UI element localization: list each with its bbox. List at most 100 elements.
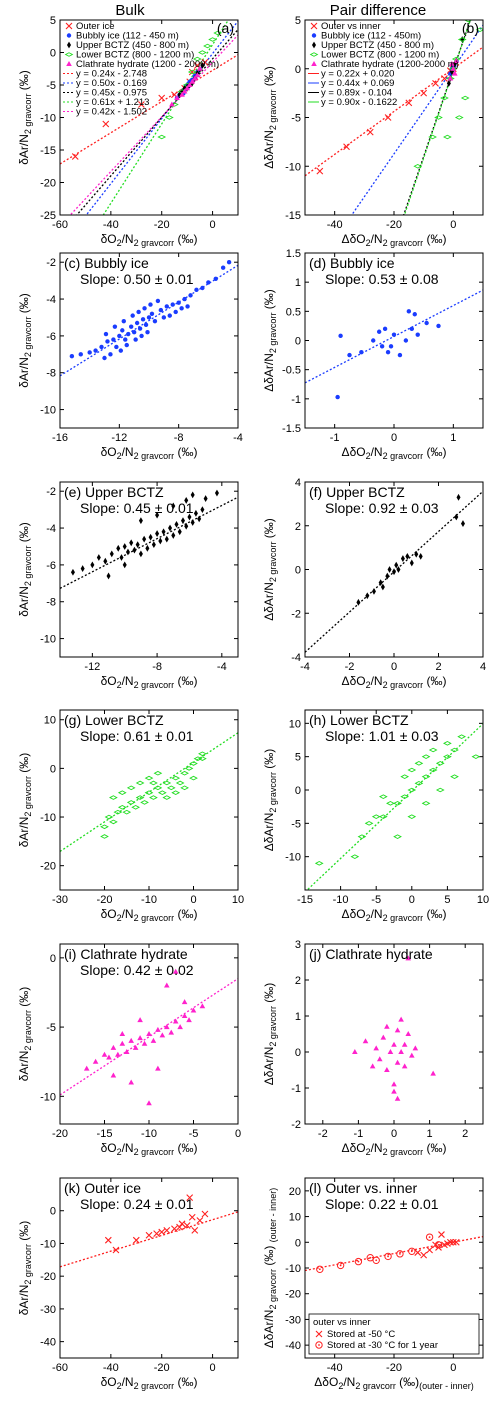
legend-entry: Lower BCTZ (800 - 1200 m) (321, 50, 439, 61)
y-tick-label: 20 (289, 1186, 301, 1198)
data-point (129, 539, 134, 547)
legend-fit-entry: y = 0.24x - 2.748 (76, 69, 147, 80)
data-point (435, 761, 445, 766)
x-tick-label: -10 (141, 1128, 157, 1140)
legend-entry: Clathrate hydrate (1200 - 2000 m) (76, 59, 219, 70)
data-point (372, 1256, 380, 1264)
data-point (475, 27, 483, 33)
data-point (421, 754, 431, 759)
data-point (450, 747, 459, 753)
data-point (153, 1230, 161, 1238)
y-tick-label: 10 (289, 718, 301, 730)
data-point (136, 309, 141, 315)
data-point (450, 774, 459, 779)
data-point (194, 72, 201, 78)
data-point (409, 326, 414, 332)
data-point (443, 754, 452, 759)
data-point (394, 1059, 401, 1065)
y-axis-label: δAr/N2 gravcorr (‰) (17, 987, 33, 1082)
data-point (164, 982, 170, 988)
data-point (103, 331, 109, 337)
y-tick-label: 1.5 (286, 248, 301, 260)
data-point (179, 306, 184, 311)
data-point (186, 1194, 194, 1202)
data-point (158, 94, 166, 102)
data-point (385, 349, 391, 355)
data-point (440, 95, 449, 101)
x-tick-label: -20 (386, 219, 402, 231)
data-point (148, 533, 153, 541)
x-tick-label: 5 (444, 894, 450, 906)
data-point (145, 1231, 153, 1239)
data-point (335, 394, 340, 400)
x-tick-label: 2 (435, 661, 441, 673)
fit-line (69, 34, 238, 215)
x-tick-label: 0 (235, 1128, 241, 1140)
data-point (175, 780, 185, 786)
data-point (109, 550, 114, 558)
data-point (176, 300, 181, 305)
legend-entry: Lower BCTZ (800 - 1200 m) (76, 50, 194, 61)
data-point (153, 770, 163, 776)
data-point (428, 134, 437, 140)
panel-title: (k) Outer ice (64, 1180, 141, 1196)
y-tick-label: -10 (40, 1091, 56, 1103)
data-point (132, 1044, 139, 1050)
x-tick-label: 0 (450, 1362, 456, 1374)
y-tick-label: -15 (40, 145, 56, 157)
data-point (164, 1024, 170, 1030)
data-point (371, 587, 376, 595)
fit-line (60, 264, 238, 377)
data-point (158, 307, 164, 313)
x-axis-label: ΔδO2/N2 gravcorr (‰) (342, 907, 447, 923)
data-point (398, 1049, 404, 1054)
data-point (357, 834, 367, 839)
data-point (407, 814, 417, 819)
data-point (145, 330, 150, 335)
data-point (143, 322, 149, 328)
data-point (112, 324, 118, 329)
panel-title: (i) Clathrate hydrate (64, 946, 188, 962)
legend-entry: Bubbly ice (112 - 450m) (321, 31, 421, 42)
data-point (435, 787, 445, 793)
x-tick-label: -40 (327, 219, 343, 231)
y-tick-label: -5 (291, 113, 301, 125)
data-point (131, 804, 141, 810)
data-point (137, 1035, 143, 1041)
legend-marker (64, 52, 74, 57)
data-point (132, 1236, 140, 1244)
data-point (110, 1072, 117, 1078)
data-point (117, 790, 127, 796)
y-tick-label: 5 (295, 15, 301, 27)
panel-f: -4 -2 0 2 4 -4 -2 0 2 4 ΔδO2/N2 gravcorr (‰) ΔδAr/N… (262, 477, 486, 690)
x-tick-label: -20 (154, 1362, 170, 1374)
x-tick-label: -10 (333, 894, 349, 906)
data-point (122, 543, 127, 550)
data-point (196, 1217, 204, 1224)
data-point (347, 352, 352, 358)
data-point (102, 355, 107, 361)
x-tick-label: 1 (450, 432, 456, 444)
y-tick-label: -2 (46, 257, 56, 269)
data-point (407, 787, 417, 793)
data-point (150, 1037, 157, 1043)
y-tick-label: -1.5 (282, 423, 301, 435)
y-tick-label: -25 (40, 210, 56, 222)
data-point (396, 566, 401, 573)
data-point (387, 566, 392, 573)
y-tick-label: 0 (50, 763, 56, 775)
y-tick-label: 5 (50, 15, 56, 27)
data-point (131, 330, 137, 335)
data-point (193, 756, 203, 761)
data-point (463, 20, 473, 23)
y-tick-label: -4 (46, 523, 56, 535)
y-tick-label: 2 (295, 521, 301, 533)
data-point (198, 751, 207, 757)
data-point (134, 320, 140, 326)
data-point (152, 318, 158, 324)
panel-k: -60 -40 -20 0 -40 -30 -20 -10 0 δO2/N2 gravcorr (… (17, 1177, 239, 1391)
data-point (456, 493, 461, 501)
data-point (153, 785, 163, 791)
panel-d: -1 0 1 -1.5 -1 -0.5 0 0.5 1 1.5 ΔδO2/N2 gravcorr (… (262, 248, 484, 461)
